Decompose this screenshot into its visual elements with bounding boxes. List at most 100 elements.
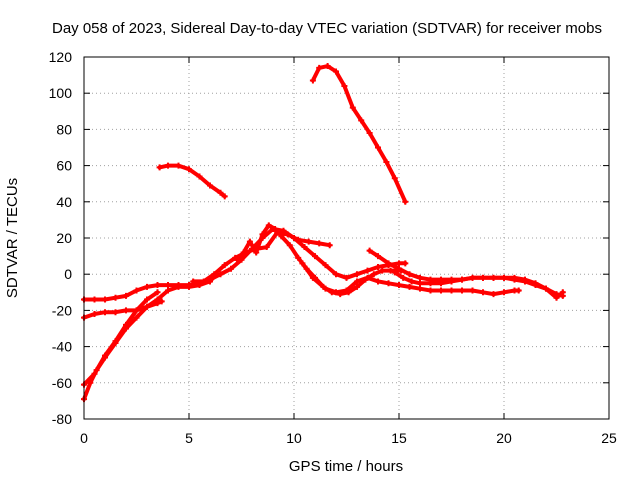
data-point [459, 287, 465, 294]
data-point [448, 278, 455, 285]
data-point [190, 278, 197, 285]
data-point [438, 287, 444, 294]
x-axis-label: GPS time / hours [289, 458, 403, 475]
data-point [112, 309, 119, 316]
data-point [316, 64, 323, 71]
data-point [102, 296, 108, 303]
data-point [133, 287, 140, 294]
data-point [480, 274, 486, 281]
data-point [459, 276, 465, 283]
data-point [322, 262, 329, 269]
data-point [375, 263, 381, 270]
data-point [326, 242, 333, 249]
data-point [375, 144, 381, 151]
x-tick-label: 5 [185, 430, 193, 446]
data-point [383, 158, 390, 165]
data-point [349, 104, 356, 111]
data-point [366, 247, 373, 254]
data-point [559, 289, 566, 296]
data-point [396, 265, 402, 272]
data-point [543, 285, 549, 292]
series-arc-4 [82, 290, 160, 387]
y-tick-label: 80 [56, 121, 72, 137]
data-point [221, 262, 228, 269]
y-tick-label: 20 [56, 230, 72, 246]
data-point [501, 274, 507, 281]
data-point [391, 269, 398, 276]
x-tick-label: 25 [601, 430, 617, 446]
data-point [469, 287, 476, 294]
data-point [532, 280, 539, 287]
y-tick-label: -20 [52, 302, 72, 318]
data-point [272, 225, 279, 232]
data-point [396, 282, 402, 289]
data-point [246, 238, 253, 245]
x-tick-label: 0 [80, 430, 88, 446]
y-tick-label: -80 [52, 411, 72, 427]
data-point [259, 231, 266, 238]
data-point [501, 289, 507, 296]
data-point [240, 249, 247, 256]
tick-labels: 0 5 10 15 20 25 -80 -60 -40 -20 0 20 40 60 80 100 120 [49, 49, 617, 446]
data-point [515, 287, 522, 294]
y-tick-label: 0 [64, 266, 72, 282]
data-point [165, 162, 171, 169]
data-point [217, 189, 224, 196]
data-point [448, 287, 455, 294]
data-point [207, 182, 213, 189]
data-point [417, 274, 423, 281]
data-point [364, 267, 371, 274]
data-point [154, 282, 161, 289]
data-point [354, 271, 360, 278]
data-point [123, 321, 129, 328]
data-point [490, 274, 497, 281]
data-point [102, 352, 108, 359]
data-point [341, 82, 348, 89]
data-point [263, 244, 270, 251]
series-arc-6 [310, 64, 408, 204]
data-point [295, 236, 302, 243]
y-tick-label: 120 [49, 49, 73, 65]
data-point [324, 63, 331, 70]
data-point [417, 280, 423, 287]
data-point [358, 117, 365, 124]
data-point [299, 260, 306, 267]
data-series [81, 63, 566, 403]
data-point [200, 278, 207, 285]
data-point [364, 274, 371, 281]
chart-title: Day 058 of 2023, Sidereal Day-to-day VTE… [52, 20, 602, 37]
data-point [406, 283, 413, 290]
data-point [91, 370, 98, 377]
grid [84, 57, 609, 419]
data-point [165, 282, 171, 289]
data-point [112, 294, 119, 301]
data-point [379, 267, 386, 274]
x-tick-label: 15 [391, 430, 407, 446]
data-point [175, 162, 182, 169]
data-point [91, 296, 98, 303]
data-point [370, 271, 377, 278]
data-point [366, 130, 373, 137]
data-point [305, 238, 312, 245]
data-point [102, 309, 108, 316]
y-axis-label: SDTVAR / TECUs [4, 178, 21, 298]
data-point [375, 253, 381, 260]
data-point [400, 274, 407, 281]
data-point [186, 283, 192, 290]
data-point [333, 289, 339, 296]
data-point [438, 280, 444, 287]
y-tick-label: 60 [56, 158, 72, 174]
data-point [186, 166, 192, 173]
y-tick-label: 100 [49, 85, 73, 101]
data-point [408, 278, 415, 285]
data-point [343, 274, 350, 281]
data-point [469, 274, 476, 281]
data-point [522, 276, 528, 283]
data-point [387, 267, 394, 274]
data-point [316, 240, 323, 247]
data-point [309, 274, 316, 281]
data-point [265, 222, 272, 229]
data-point [333, 68, 339, 75]
axis-ticks [83, 56, 610, 420]
